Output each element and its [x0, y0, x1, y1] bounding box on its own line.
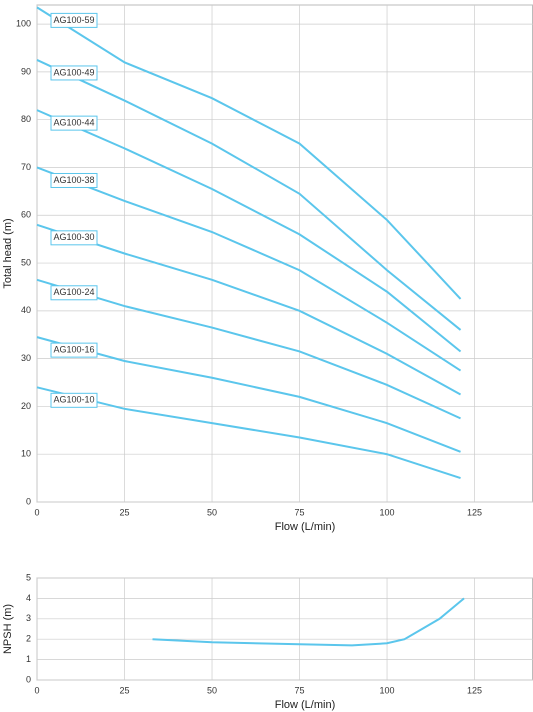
curve: [36, 6, 462, 300]
x-axis-title: Flow (L/min): [275, 699, 336, 711]
x-tick-label: 75: [295, 507, 305, 517]
curve-label: AG100-38: [53, 175, 94, 185]
curve-label-box: [50, 342, 98, 358]
curve-label-box: [50, 230, 98, 246]
curve: [36, 336, 461, 453]
x-tick-label: 125: [467, 507, 482, 517]
y-tick-label: 30: [21, 353, 31, 363]
y-tick-label: 90: [21, 66, 31, 76]
curve-label: AG100-16: [53, 345, 94, 355]
y-tick-label: 40: [21, 305, 31, 315]
y-tick-label: 20: [21, 401, 31, 411]
x-tick-label: 50: [207, 685, 217, 695]
y-tick-label: 3: [26, 613, 31, 623]
curve-label: AG100-44: [53, 118, 94, 128]
x-tick-label: 125: [467, 685, 482, 695]
curve: [36, 109, 462, 353]
y-tick-label: 2: [26, 634, 31, 644]
plot-area: [36, 577, 533, 681]
y-tick-label: 0: [26, 496, 31, 506]
curve: [36, 278, 461, 420]
x-tick-label: 25: [120, 685, 130, 695]
x-tick-label: 50: [207, 507, 217, 517]
curve-label-box: [50, 285, 98, 301]
curve-label-box: [50, 65, 98, 81]
curve-label: AG100-24: [53, 287, 94, 297]
curve: [36, 166, 462, 372]
y-tick-label: 4: [26, 593, 31, 603]
y-tick-label: 10: [21, 449, 31, 459]
curve: [152, 597, 465, 647]
curve: [36, 386, 461, 480]
y-tick-label: 0: [26, 674, 31, 684]
x-axis-title: Flow (L/min): [275, 521, 336, 533]
y-tick-label: 70: [21, 162, 31, 172]
curve-label: AG100-30: [53, 232, 94, 242]
x-tick-label: 100: [380, 685, 395, 695]
y-axis-title: Total head (m): [2, 218, 14, 288]
y-axis-title: NPSH (m): [2, 604, 14, 654]
curve-label-box: [50, 172, 98, 188]
curve: [36, 59, 462, 331]
curve-label: AG100-59: [53, 15, 94, 25]
curve-label-box: [50, 392, 98, 408]
y-tick-label: 100: [16, 18, 31, 28]
x-tick-label: 25: [120, 507, 130, 517]
curve-label-box: [50, 12, 98, 28]
y-tick-label: 60: [21, 210, 31, 220]
y-tick-label: 5: [26, 572, 31, 582]
x-tick-label: 75: [295, 685, 305, 695]
curve-label: AG100-49: [53, 67, 94, 77]
x-tick-label: 0: [34, 507, 39, 517]
plot-area: [36, 4, 533, 503]
curve: [36, 223, 462, 396]
x-tick-label: 0: [34, 685, 39, 695]
x-tick-label: 100: [380, 507, 395, 517]
y-tick-label: 1: [26, 654, 31, 664]
curve-label: AG100-10: [53, 395, 94, 405]
curve-label-box: [50, 115, 98, 131]
y-tick-label: 80: [21, 114, 31, 124]
y-tick-label: 50: [21, 257, 31, 267]
